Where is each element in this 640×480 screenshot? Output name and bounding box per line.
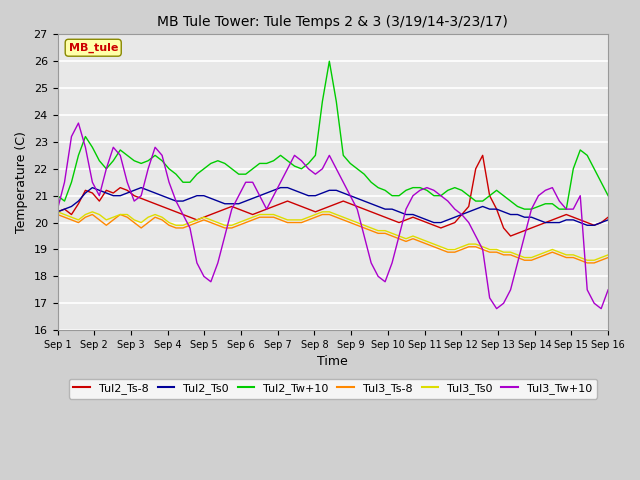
- Text: MB_tule: MB_tule: [68, 43, 118, 53]
- X-axis label: Time: Time: [317, 355, 348, 369]
- Legend: Tul2_Ts-8, Tul2_Ts0, Tul2_Tw+10, Tul3_Ts-8, Tul3_Ts0, Tul3_Tw+10: Tul2_Ts-8, Tul2_Ts0, Tul2_Tw+10, Tul3_Ts…: [69, 379, 596, 398]
- Title: MB Tule Tower: Tule Temps 2 & 3 (3/19/14-3/23/17): MB Tule Tower: Tule Temps 2 & 3 (3/19/14…: [157, 15, 508, 29]
- Y-axis label: Temperature (C): Temperature (C): [15, 132, 28, 233]
